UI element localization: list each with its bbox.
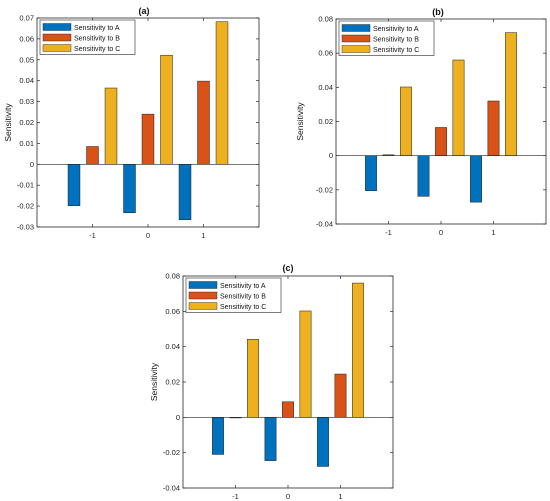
y-tick-label: 0 [329,151,333,160]
bar [212,417,224,455]
legend-swatch [341,45,371,53]
bar [334,373,347,418]
legend-label: Sensitivity to C [220,304,266,311]
y-tick-label: 0.04 [318,83,333,92]
bar [197,80,210,165]
legend-swatch [188,302,218,310]
y-tick-label: 0.07 [19,14,34,23]
y-tick-label: 0.02 [19,118,34,127]
panel-title: (b) [432,7,444,17]
x-tick-label: 0 [439,228,443,237]
legend-label: Sensitivity to B [373,36,419,43]
y-tick-label: 0.04 [165,342,180,351]
bar [435,127,447,156]
bar [487,100,500,156]
legend-swatch [341,34,371,43]
panel-title: (c) [283,263,294,273]
legend-label: Sensitivity to A [74,25,120,32]
x-tick-label: 0 [146,231,150,240]
bar [470,155,482,203]
bar [417,155,430,197]
y-axis-label: Sensitivity [149,362,159,401]
legend-label: Sensitivity to C [373,47,419,54]
y-tick-label: 0.02 [165,378,180,387]
y-tick-label: 0.08 [318,15,333,24]
legend-label: Sensitivity to B [74,35,120,42]
y-tick-label: -0.04 [163,484,180,493]
x-tick-label: -1 [385,228,392,237]
y-axis-label: Sensitivity [3,103,13,142]
legend-label: Sensitivity to A [220,283,266,290]
x-tick-label: 0 [286,492,290,501]
panel-c: (c) Sensitivity -0.04 -0.02 0 0.02 0.04 0.06 0.0… [149,263,394,501]
bar [352,282,364,418]
bar [299,310,312,418]
bar [86,146,99,165]
y-axis-label: Sensitivity [295,102,305,141]
legend-swatch [42,23,72,31]
y-tick-label: -0.02 [17,202,34,211]
legend-swatch [42,33,72,42]
legend-swatch [42,44,72,52]
y-tick-label: 0.06 [19,34,34,43]
panel-b: (b) Sensitivity -0.04 -0.02 0 0.02 0.04 0.06 0.0… [295,7,547,237]
panel-title: (a) [139,6,150,16]
bar [317,417,329,467]
bar [452,59,465,156]
y-tick-label: -0.02 [316,185,333,194]
x-tick-label: -1 [232,492,239,501]
y-tick-label: 0 [176,413,180,422]
y-tick-label: -0.02 [163,448,180,457]
panel-a: (a) Sensitivity -0.03 -0.02 -0.01 0 0.01 0.02 0.… [3,6,260,240]
bar [505,32,517,156]
bar [264,417,277,461]
y-tick-label: 0.04 [19,76,34,85]
bar [215,21,229,165]
legend-label: Sensitivity to C [74,46,120,53]
y-tick-label: 0.06 [318,49,333,58]
y-tick-label: -0.01 [17,181,34,190]
y-tick-label: 0.02 [318,117,333,126]
legend-label: Sensitivity to B [220,293,266,300]
bar [282,401,294,418]
y-tick-label: 0.05 [19,55,34,64]
legend-label: Sensitivity to A [373,26,419,33]
x-tick-label: 1 [338,492,342,501]
bar [104,87,118,165]
legend-swatch [341,24,371,32]
bar [247,338,259,418]
y-tick-label: 0 [30,160,34,169]
x-tick-label: 1 [201,231,205,240]
legend-swatch [188,291,218,300]
y-tick-label: 0.08 [165,272,180,281]
y-tick-label: 0.03 [19,97,34,106]
bar [400,86,412,156]
bar [141,113,155,165]
bar [67,164,81,206]
bar [365,155,377,191]
y-tick-label: -0.04 [316,220,333,229]
x-tick-label: 1 [491,228,495,237]
y-tick-label: 0.06 [165,307,180,316]
x-tick-label: -1 [89,231,96,240]
y-tick-label: 0.01 [19,139,34,148]
bar [123,164,136,214]
bar [178,164,192,220]
y-tick-label: -0.03 [17,223,34,232]
legend-swatch [188,281,218,289]
bar [160,54,173,165]
